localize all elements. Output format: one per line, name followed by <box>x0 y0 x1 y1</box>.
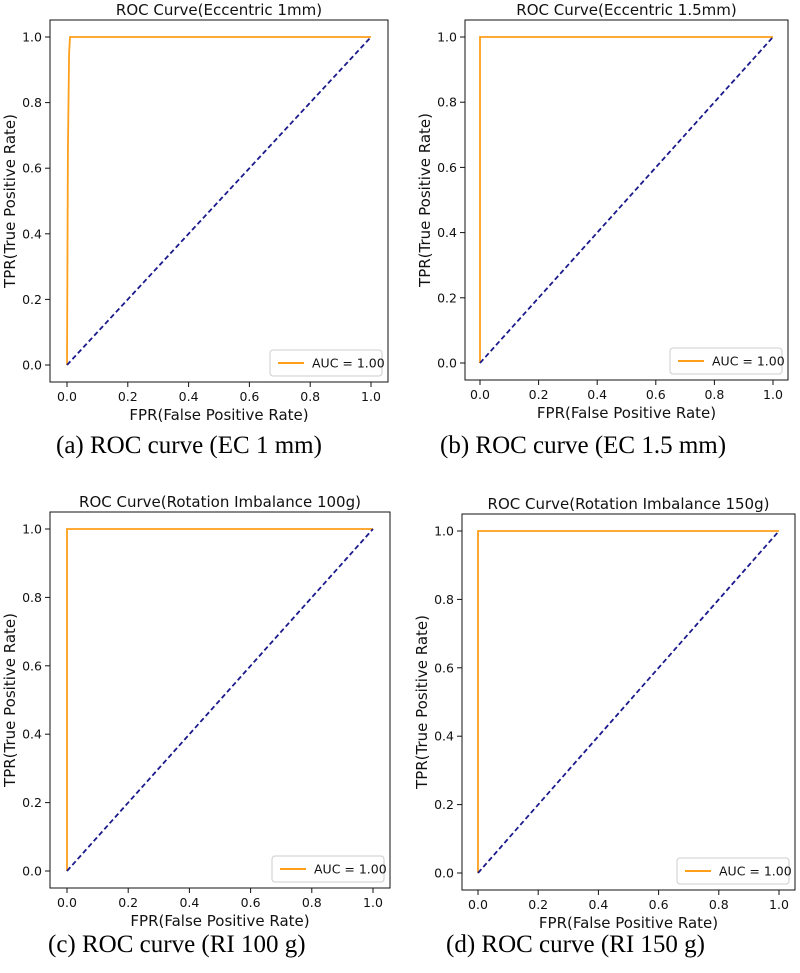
caption-a: (a) ROC curve (EC 1 mm) <box>56 432 322 459</box>
chance-diagonal-line <box>66 528 374 872</box>
caption-d: (d) ROC curve (RI 150 g) <box>446 931 705 958</box>
y-tick-label: 0.4 <box>22 226 42 241</box>
x-axis-label: FPR(False Positive Rate) <box>537 404 716 422</box>
y-tick-label: 0.2 <box>22 292 42 307</box>
x-tick-label: 0.8 <box>704 387 724 402</box>
plot-frame <box>49 19 389 383</box>
legend-label: AUC = 1.00 <box>314 862 387 877</box>
y-tick-label: 0.6 <box>434 660 454 675</box>
x-tick-label: 0.0 <box>468 897 488 912</box>
roc-curve-line <box>479 36 773 363</box>
roc-chart-ec-1-5mm: ROC Curve(Eccentric 1.5mm) 0.0 0.2 0.4 0.6 0.… <box>416 1 789 422</box>
y-axis-label: TPR(True Positive Rate) <box>416 113 434 288</box>
x-tick-label: 0.4 <box>179 895 199 910</box>
y-tick-label: 1.0 <box>22 30 42 45</box>
x-tick-label: 0.6 <box>649 897 669 912</box>
chart-panel-ri-100g: ROC Curve(Rotation Imbalance 100g) 0.0 0.2… <box>0 484 400 930</box>
x-tick-label: 1.0 <box>763 387 783 402</box>
x-tick-label: 1.0 <box>361 389 381 404</box>
x-tick-label: 0.4 <box>179 389 199 404</box>
y-axis-label: TPR(True Positive Rate) <box>413 615 431 790</box>
plot-frame <box>464 19 789 381</box>
y-tick-label: 0.0 <box>22 864 42 879</box>
chance-diagonal-line <box>477 530 780 874</box>
x-tick-label: 0.0 <box>470 387 490 402</box>
y-tick-label: 1.0 <box>434 524 454 539</box>
y-tick-label: 0.8 <box>22 95 42 110</box>
legend-label: AUC = 1.00 <box>719 864 792 879</box>
chance-diagonal-line <box>66 36 372 366</box>
y-axis-label: TPR(True Positive Rate) <box>1 613 19 788</box>
legend-box <box>669 347 783 375</box>
x-tick-label: 0.8 <box>300 389 320 404</box>
chart-title: ROC Curve(Eccentric 1.5mm) <box>516 1 736 19</box>
chance-diagonal-line <box>479 36 774 364</box>
x-tick-label: 0.0 <box>57 389 77 404</box>
x-tick-label: 0.6 <box>239 389 259 404</box>
y-tick-label: 0.0 <box>437 356 457 371</box>
roc-curve-line <box>477 530 779 873</box>
roc-chart-ec-1mm: ROC Curve(Eccentric 1mm) 0.0 0.2 0.4 0.6 0.8 1… <box>1 1 389 424</box>
x-tick-label: 0.2 <box>118 895 138 910</box>
y-tick-label: 0.6 <box>437 160 457 175</box>
roc-chart-ri-150g: ROC Curve(Rotation Imbalance 150g) 0.0 0.2… <box>413 495 796 932</box>
legend-box <box>676 857 790 885</box>
plot-frame <box>461 513 796 891</box>
y-axis-label: TPR(True Positive Rate) <box>1 114 19 289</box>
chart-panel-ri-150g: ROC Curve(Rotation Imbalance 150g) 0.0 0.2… <box>400 484 800 932</box>
y-tick-label: 1.0 <box>437 30 457 45</box>
x-tick-label: 1.0 <box>769 897 789 912</box>
y-tick-label: 0.0 <box>434 866 454 881</box>
y-tick-label: 0.2 <box>22 795 42 810</box>
y-tick-label: 0.8 <box>437 95 457 110</box>
x-tick-label: 0.6 <box>241 895 261 910</box>
x-tick-label: 0.8 <box>302 895 322 910</box>
x-tick-label: 1.0 <box>363 895 383 910</box>
chart-title: ROC Curve(Rotation Imbalance 150g) <box>488 495 770 513</box>
x-tick-label: 0.4 <box>587 387 607 402</box>
x-tick-label: 0.0 <box>57 895 77 910</box>
y-tick-label: 0.8 <box>22 590 42 605</box>
x-tick-label: 0.8 <box>709 897 729 912</box>
legend-box <box>269 349 383 377</box>
x-tick-label: 0.2 <box>118 389 138 404</box>
y-tick-label: 0.8 <box>434 592 454 607</box>
x-tick-label: 0.4 <box>588 897 608 912</box>
y-tick-label: 0.6 <box>22 658 42 673</box>
plot-frame <box>49 511 391 889</box>
chart-panel-ec-1mm: ROC Curve(Eccentric 1mm) 0.0 0.2 0.4 0.6 0.8 1… <box>0 0 400 424</box>
y-tick-label: 0.6 <box>22 161 42 176</box>
x-axis-label: FPR(False Positive Rate) <box>129 406 308 424</box>
y-tick-label: 0.4 <box>22 727 42 742</box>
chart-panel-ec-1-5mm: ROC Curve(Eccentric 1.5mm) 0.0 0.2 0.4 0.6 0.… <box>400 0 800 422</box>
y-tick-label: 0.2 <box>437 290 457 305</box>
legend-label: AUC = 1.00 <box>312 356 385 371</box>
y-tick-label: 1.0 <box>22 522 42 537</box>
x-axis-label: FPR(False Positive Rate) <box>539 914 718 932</box>
legend-box <box>271 855 385 883</box>
x-tick-label: 0.6 <box>646 387 666 402</box>
x-axis-label: FPR(False Positive Rate) <box>130 912 309 930</box>
x-tick-label: 0.2 <box>529 387 549 402</box>
caption-b: (b) ROC curve (EC 1.5 mm) <box>440 432 727 459</box>
chart-title: ROC Curve(Eccentric 1mm) <box>116 1 322 19</box>
y-tick-label: 0.0 <box>22 358 42 373</box>
y-tick-label: 0.4 <box>437 225 457 240</box>
roc-curve-line <box>66 528 373 871</box>
caption-c: (c) ROC curve (RI 100 g) <box>48 931 306 958</box>
x-tick-label: 0.2 <box>528 897 548 912</box>
roc-curve-line <box>66 36 371 366</box>
legend-label: AUC = 1.00 <box>712 354 785 369</box>
y-tick-label: 0.2 <box>434 797 454 812</box>
chart-title: ROC Curve(Rotation Imbalance 100g) <box>79 493 361 511</box>
roc-chart-ri-100g: ROC Curve(Rotation Imbalance 100g) 0.0 0.2… <box>1 493 391 930</box>
y-tick-label: 0.4 <box>434 729 454 744</box>
